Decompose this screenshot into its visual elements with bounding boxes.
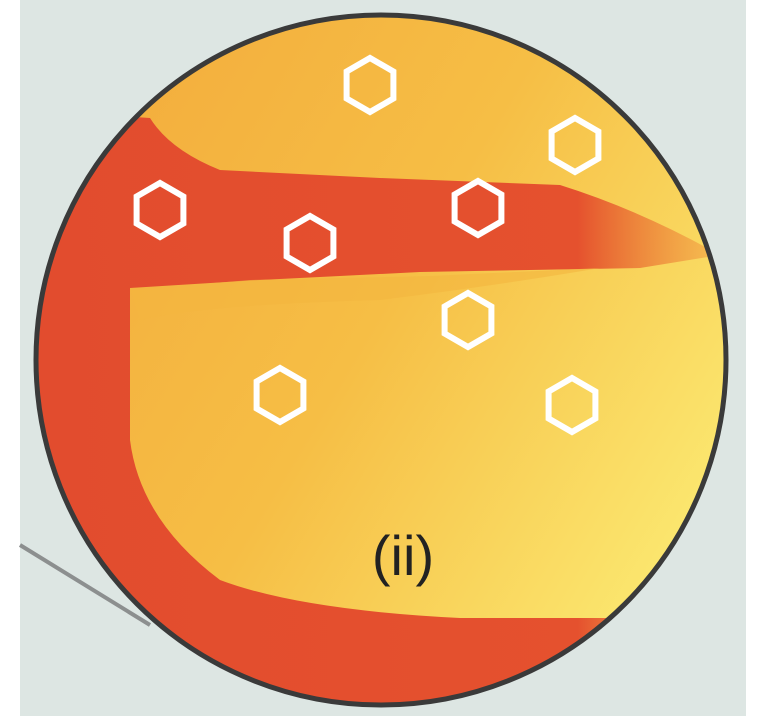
hexagon: [283, 212, 337, 274]
hexagon: [133, 179, 187, 241]
panel-label: (ii): [372, 524, 434, 587]
hexagon: [451, 177, 505, 239]
highlight: [130, 268, 600, 320]
disc-fill: [36, 15, 726, 705]
hexagon-group: [133, 54, 602, 436]
red-region: [36, 110, 726, 705]
hexagon: [441, 289, 495, 351]
hexagon: [545, 374, 599, 436]
disc-outline: [33, 12, 729, 708]
hexagon: [253, 364, 307, 426]
hexagon: [548, 114, 602, 176]
hexagon: [343, 54, 397, 116]
pointer-line: [18, 543, 152, 627]
